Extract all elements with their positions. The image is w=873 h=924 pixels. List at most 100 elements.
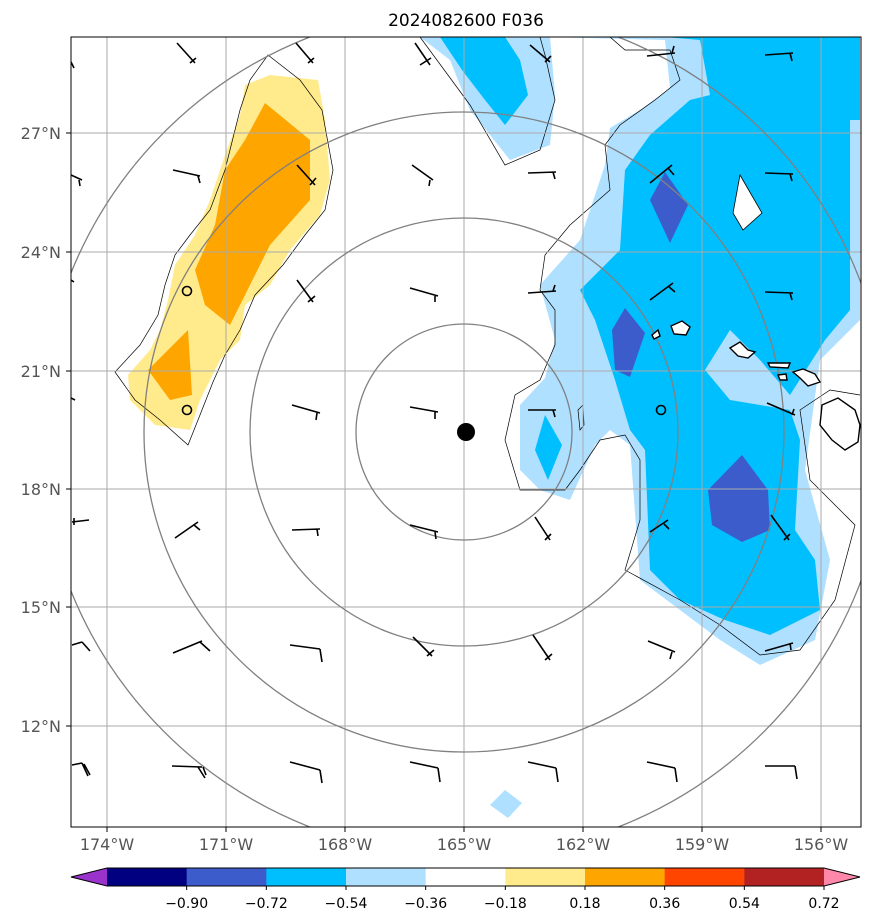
contour-fill-sky-blue-small [535,415,562,480]
wind-barb [172,640,211,654]
colorbar-segment [186,868,267,886]
wind-barb [646,45,676,57]
wind-barb [291,528,321,537]
wind-barb [296,164,317,186]
y-tick-label: 18°N [21,480,61,499]
contour-outline-negative-east [504,37,861,656]
colorbar-tick-label: 0.54 [729,896,760,912]
map-frame [70,36,862,828]
range-rings [71,37,861,827]
wind-barb [411,164,434,187]
wind-barb [649,282,676,301]
colorbar-labels: −0.90 −0.72 −0.54 −0.36 −0.18 0.18 0.36 0.54 0.7… [165,896,839,912]
colorbar-tick-marks [186,886,825,890]
wind-barb [764,291,794,301]
wind-barb [649,519,670,533]
colorbar-tick-label: 0.72 [808,896,839,912]
contour-fill-royal-blue-1 [650,172,688,243]
wind-barb [534,516,552,541]
colorbar-segment [824,868,860,886]
contour-fills-strong [612,172,770,542]
wind-barb [172,169,201,184]
wind-barb [176,42,197,64]
colorbar-segment [107,868,188,886]
colorbar-tick-label: 0.18 [569,896,600,912]
contour-fills-mid [440,37,860,635]
wind-barb [171,765,207,779]
y-tick-label: 12°N [21,717,61,736]
wind-barb [764,642,794,652]
contour-fill-sky-blue-north [440,37,528,125]
y-tick-label: 24°N [21,243,61,262]
colorbar-segment [266,868,347,886]
range-ring-6deg [249,217,679,647]
colorbar-segment [585,868,666,886]
wind-barb [770,514,791,541]
wind-barb [71,518,90,525]
wind-barb [647,640,676,660]
y-tick-label: 15°N [21,598,61,617]
wind-barb [532,634,553,661]
colorbar-segments [71,868,860,886]
y-tick-label: 27°N [21,124,61,143]
contour-fill-sky-blue [580,37,860,635]
wind-barb [71,641,91,652]
wind-barb [409,524,439,540]
colorbar-segment [505,868,586,886]
colorbar: −0.90 −0.72 −0.54 −0.36 −0.18 0.18 0.36 0.54 0.7… [70,867,861,912]
colorbar-tick-label: −0.72 [245,896,288,912]
colorbar-segment [664,868,745,886]
wind-barb [71,762,91,777]
wind-barb [295,42,315,64]
wind-barb [646,761,678,783]
wind-barb [71,174,83,187]
wind-barb [764,52,794,62]
colorbar-segment [71,868,107,886]
calm-wind-circle [181,404,193,416]
x-tick-label: 168°W [318,835,373,854]
colorbar-segment [744,868,825,886]
x-tick-label: 165°W [437,835,492,854]
coastlines [651,320,861,451]
wind-barb [527,761,559,783]
colorbar-tick-label: −0.18 [484,896,527,912]
wind-barbs [71,42,798,784]
contour-outline-negative-north [419,37,556,166]
wind-barb [296,279,316,303]
y-axis-labels: 27°N 24°N 21°N 18°N 15°N 12°N [21,124,61,736]
coast-big-island [819,397,861,451]
x-tick-label: 174°W [80,835,135,854]
wind-barb [766,402,796,416]
wind-barb [291,404,321,421]
colorbar-outline [70,867,861,887]
x-tick-label: 156°W [794,835,849,854]
wind-barb [414,42,432,66]
map-title: 2024082600 F036 [388,11,544,31]
storm-center-marker [457,423,475,441]
colorbar-segment [346,868,427,886]
wind-barb [289,644,323,663]
wind-barb [409,287,439,302]
coast-niihau [651,328,661,340]
calm-wind-circle [181,285,193,297]
contour-fill-orange-1 [195,103,310,325]
x-tick-label: 162°W [556,835,611,854]
contour-fill-orange-2 [148,330,192,400]
wind-barb [528,409,556,418]
x-axis-labels: 174°W 171°W 168°W 165°W 162°W 159°W 156°… [80,835,849,854]
range-ring-9deg [143,111,785,753]
wind-barb [289,761,323,784]
coast-lanai [777,373,788,381]
colorbar-segment [425,868,506,886]
colorbar-tick-label: −0.90 [165,896,208,912]
wind-barb [71,397,76,401]
contour-outline-positive [114,54,334,446]
colorbar-tick-label: −0.36 [404,896,447,912]
range-ring-3deg [355,323,573,541]
wind-barb [529,44,552,63]
wind-barb [527,171,557,180]
contour-fill-royal-blue-2 [612,308,645,377]
contour-fill-light-blue-small [490,790,522,818]
wind-barb [174,521,201,539]
